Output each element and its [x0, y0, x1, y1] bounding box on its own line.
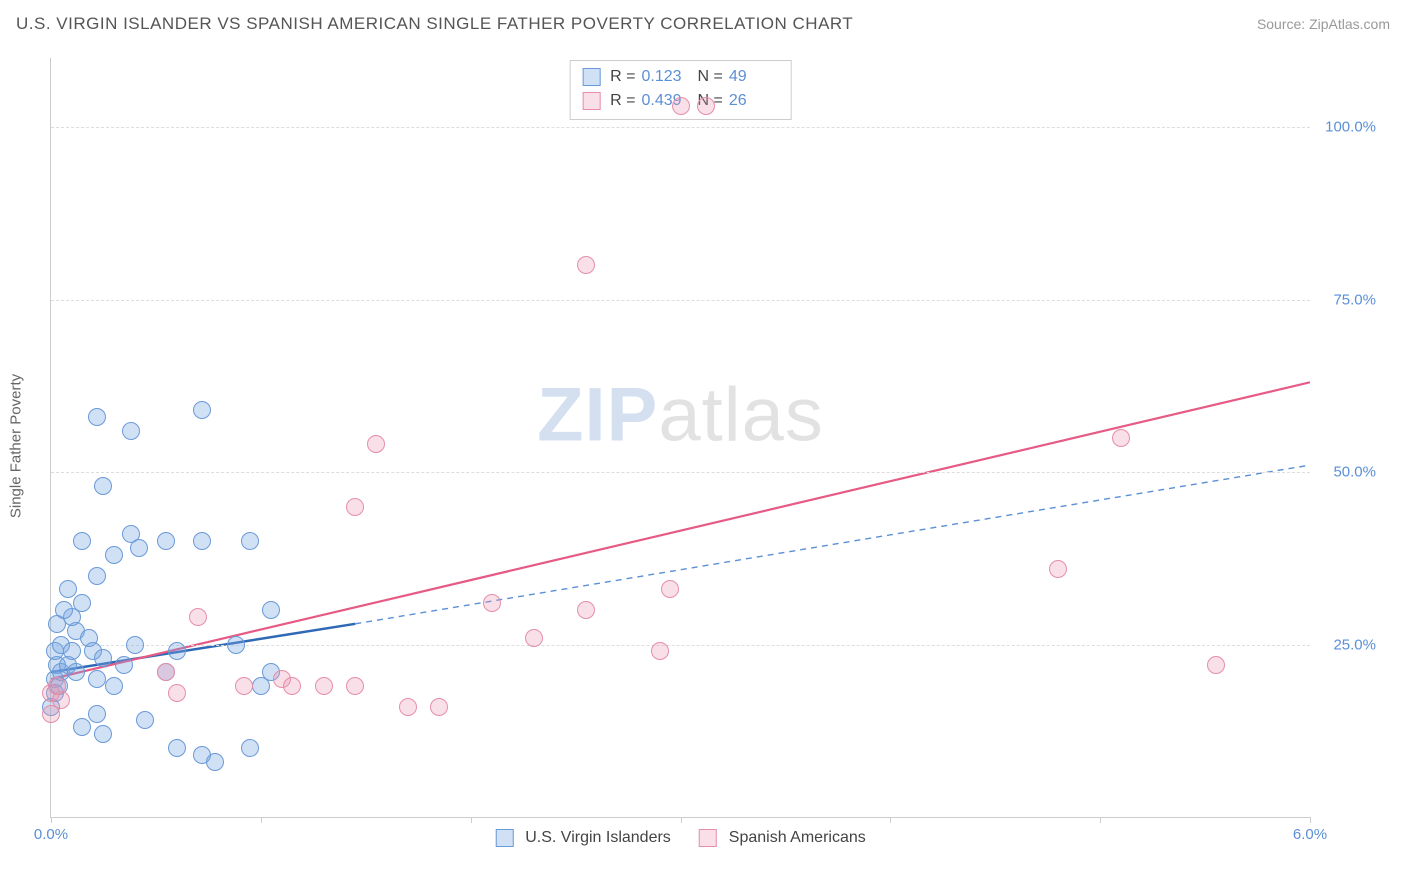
x-tick	[1100, 817, 1101, 823]
data-point	[315, 677, 333, 695]
swatch-series-1-icon	[495, 829, 513, 847]
data-point	[94, 649, 112, 667]
data-point	[73, 532, 91, 550]
data-point	[168, 739, 186, 757]
x-tick	[681, 817, 682, 823]
y-tick-label: 50.0%	[1316, 464, 1376, 481]
x-tick	[261, 817, 262, 823]
data-point	[697, 97, 715, 115]
data-point	[130, 539, 148, 557]
data-point	[73, 594, 91, 612]
data-point	[189, 608, 207, 626]
data-point	[122, 422, 140, 440]
data-point	[346, 498, 364, 516]
source-label: Source: ZipAtlas.com	[1257, 16, 1390, 32]
n-value-2: 26	[729, 89, 779, 113]
swatch-series-2-icon	[582, 92, 600, 110]
data-point	[59, 580, 77, 598]
data-point	[661, 580, 679, 598]
x-tick	[890, 817, 891, 823]
data-point	[367, 435, 385, 453]
data-point	[193, 532, 211, 550]
n-value-1: 49	[729, 65, 779, 89]
chart-title: U.S. VIRGIN ISLANDER VS SPANISH AMERICAN…	[16, 14, 853, 34]
x-tick	[1310, 817, 1311, 823]
data-point	[105, 677, 123, 695]
data-point	[88, 670, 106, 688]
gridline-h	[51, 472, 1310, 473]
y-axis-label: Single Father Poverty	[8, 374, 25, 518]
legend-item-1: U.S. Virgin Islanders	[495, 829, 671, 847]
data-point	[48, 615, 66, 633]
data-point	[126, 636, 144, 654]
data-point	[63, 642, 81, 660]
r-label: R =	[610, 89, 635, 113]
data-point	[235, 677, 253, 695]
data-point	[168, 684, 186, 702]
data-point	[346, 677, 364, 695]
n-label: N =	[698, 65, 723, 89]
data-point	[262, 601, 280, 619]
legend-label-1: U.S. Virgin Islanders	[525, 829, 671, 847]
swatch-series-2-icon	[699, 829, 717, 847]
r-value-1: 0.123	[642, 65, 692, 89]
x-tick	[51, 817, 52, 823]
x-tick	[471, 817, 472, 823]
data-point	[525, 629, 543, 647]
data-point	[52, 691, 70, 709]
swatch-series-1-icon	[582, 68, 600, 86]
data-point	[651, 642, 669, 660]
data-point	[157, 663, 175, 681]
data-point	[483, 594, 501, 612]
x-tick-label: 0.0%	[34, 826, 68, 843]
data-point	[241, 532, 259, 550]
data-point	[88, 408, 106, 426]
data-point	[1049, 560, 1067, 578]
legend-bottom: U.S. Virgin Islanders Spanish Americans	[495, 829, 866, 847]
data-point	[430, 698, 448, 716]
data-point	[88, 705, 106, 723]
r-label: R =	[610, 65, 635, 89]
gridline-h	[51, 127, 1310, 128]
data-point	[168, 642, 186, 660]
trend-line	[51, 382, 1310, 679]
data-point	[67, 663, 85, 681]
legend-item-2: Spanish Americans	[699, 829, 866, 847]
data-point	[1112, 429, 1130, 447]
data-point	[283, 677, 301, 695]
data-point	[577, 601, 595, 619]
data-point	[227, 636, 245, 654]
y-tick-label: 25.0%	[1316, 636, 1376, 653]
data-point	[105, 546, 123, 564]
scatter-chart: ZIPatlas R = 0.123 N = 49 R = 0.439 N = …	[50, 58, 1310, 818]
data-point	[672, 97, 690, 115]
y-tick-label: 75.0%	[1316, 291, 1376, 308]
legend-label-2: Spanish Americans	[729, 829, 866, 847]
x-tick-label: 6.0%	[1293, 826, 1327, 843]
gridline-h	[51, 300, 1310, 301]
data-point	[577, 256, 595, 274]
data-point	[399, 698, 417, 716]
data-point	[88, 567, 106, 585]
data-point	[1207, 656, 1225, 674]
data-point	[94, 725, 112, 743]
data-point	[193, 401, 211, 419]
data-point	[73, 718, 91, 736]
data-point	[115, 656, 133, 674]
data-point	[94, 477, 112, 495]
data-point	[241, 739, 259, 757]
legend-stats-row-1: R = 0.123 N = 49	[582, 65, 779, 89]
data-point	[136, 711, 154, 729]
data-point	[157, 532, 175, 550]
y-tick-label: 100.0%	[1316, 119, 1376, 136]
data-point	[206, 753, 224, 771]
watermark: ZIPatlas	[537, 371, 824, 458]
